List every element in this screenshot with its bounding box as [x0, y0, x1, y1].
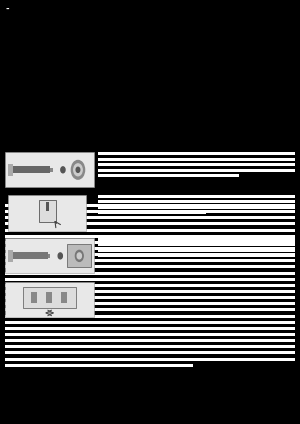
Bar [5, 345, 295, 349]
Bar [98, 158, 295, 161]
Bar [5, 222, 295, 226]
Bar [5, 278, 295, 281]
Bar [23, 287, 76, 308]
Bar [5, 265, 295, 268]
Bar [48, 254, 50, 258]
Bar [5, 309, 295, 311]
Bar [5, 282, 94, 317]
Bar [67, 245, 91, 267]
Bar [46, 202, 49, 211]
Circle shape [61, 167, 65, 173]
Bar [46, 292, 52, 303]
Bar [5, 327, 295, 330]
Bar [98, 169, 295, 172]
Bar [5, 241, 295, 244]
Bar [5, 358, 295, 360]
Circle shape [76, 167, 80, 172]
Bar [5, 333, 295, 336]
Bar [5, 210, 295, 213]
Bar [98, 238, 295, 241]
Bar [5, 253, 295, 256]
Bar [5, 364, 194, 367]
Bar [5, 284, 295, 287]
Bar [5, 235, 295, 237]
Text: -: - [5, 5, 9, 14]
Bar [5, 216, 295, 219]
Bar [5, 272, 295, 275]
Bar [5, 290, 295, 293]
Bar [98, 195, 295, 198]
Circle shape [71, 160, 85, 179]
Bar [8, 250, 13, 262]
Bar [5, 315, 295, 318]
Bar [5, 302, 295, 305]
Bar [98, 243, 295, 246]
Circle shape [75, 250, 83, 261]
Bar [5, 152, 94, 187]
Bar [98, 254, 295, 257]
Bar [8, 166, 50, 173]
Bar [5, 247, 295, 250]
Bar [5, 351, 295, 354]
Bar [98, 200, 295, 203]
Bar [61, 292, 67, 303]
Bar [5, 238, 94, 273]
Bar [31, 292, 38, 303]
Bar [5, 259, 295, 262]
Bar [98, 249, 295, 252]
Bar [5, 321, 295, 324]
Bar [98, 152, 295, 155]
Bar [98, 174, 239, 177]
Bar [98, 163, 295, 166]
Bar [50, 168, 53, 171]
Bar [98, 206, 295, 209]
Circle shape [77, 253, 81, 259]
Bar [5, 296, 295, 299]
Bar [8, 164, 13, 176]
Circle shape [74, 164, 82, 176]
Bar [5, 204, 295, 207]
Bar [8, 253, 48, 259]
Bar [8, 195, 86, 231]
Bar [5, 229, 295, 232]
Circle shape [58, 253, 62, 259]
Bar [39, 201, 56, 222]
Bar [5, 339, 295, 342]
Bar [98, 211, 206, 214]
